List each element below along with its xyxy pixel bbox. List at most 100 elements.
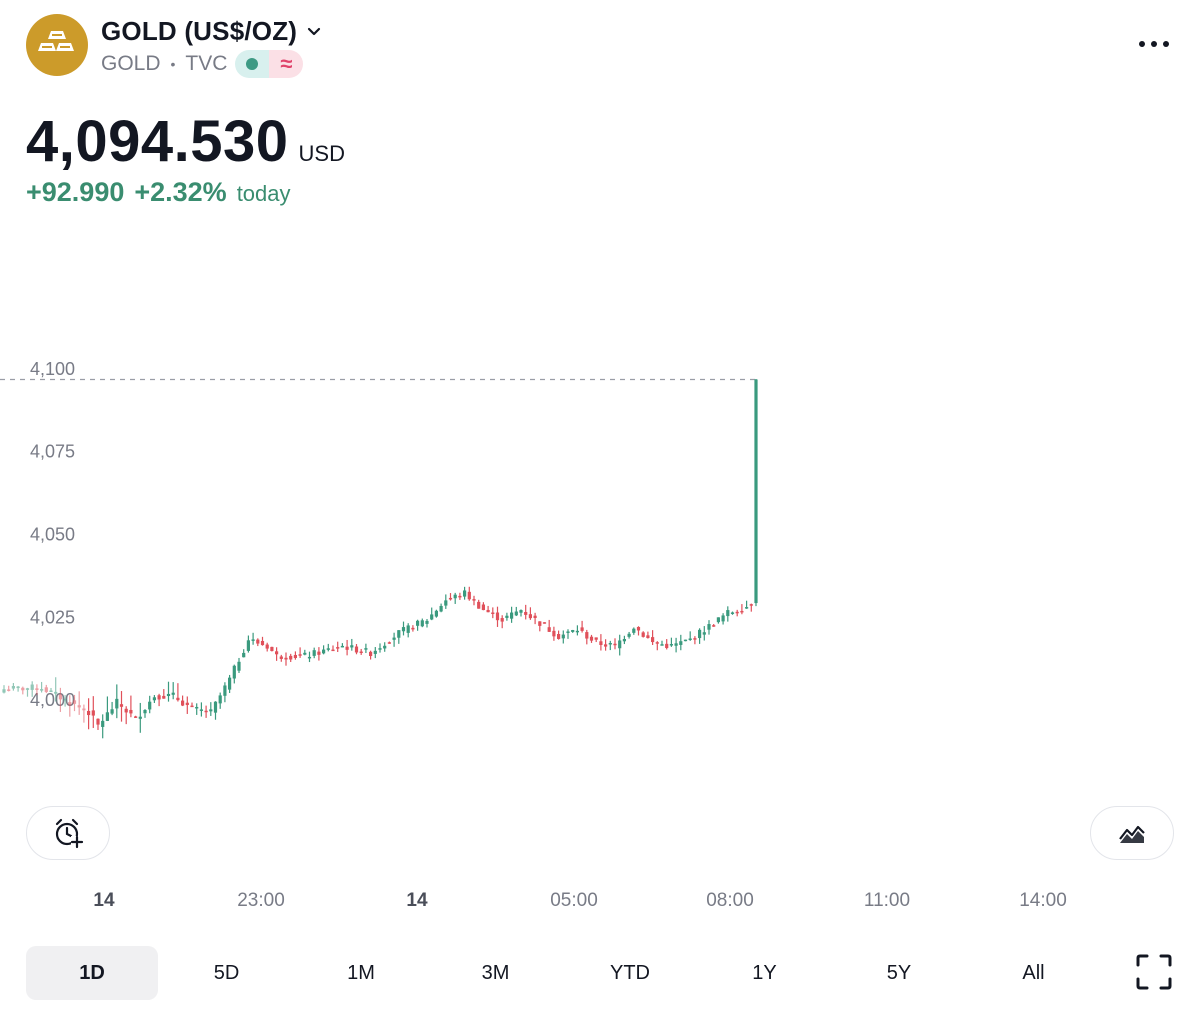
candle [604,639,608,651]
candle [185,696,189,714]
candle [293,651,297,660]
candle [181,695,185,707]
candle-body [16,686,20,689]
candle [557,630,561,640]
candle [618,634,622,656]
candle [2,685,6,694]
candle-body [166,693,171,697]
candle [359,648,363,655]
market-status-badge[interactable]: ≈ [235,50,304,78]
candle [35,684,39,695]
candle-body [735,611,739,614]
candle [406,623,410,638]
range-3m-button[interactable]: 3M [481,961,510,984]
candle-body [105,712,109,721]
candle-body [260,640,265,646]
candle [364,643,368,654]
candle [87,698,91,730]
candle [190,702,194,708]
candle [651,630,655,646]
candle [91,696,95,728]
candle [622,635,626,645]
candle-body [35,688,39,691]
candle-body [2,689,6,693]
candle-body [669,644,673,646]
candle-body [730,612,735,614]
candle [674,637,678,653]
candle-body [604,644,608,647]
candle [44,684,48,694]
change-absolute: +92.990 [26,177,125,207]
candle-body [11,686,15,689]
y-tick-label: 4,050 [30,525,75,545]
range-ytd-button[interactable]: YTD [610,961,650,984]
candle [336,641,340,653]
change-period: today [236,181,291,206]
x-tick-label: 23:00 [237,890,285,911]
candle-body [495,612,500,621]
candle [561,630,565,644]
candle [608,640,612,651]
chart-style-button[interactable] [1090,806,1174,860]
candle-body [82,708,86,711]
price-chart[interactable]: 4,100 4,075 4,050 4,025 4,000 [0,320,1200,770]
candle-body [213,701,218,713]
add-alert-button[interactable] [26,806,110,860]
candle-body [124,708,128,713]
range-1d-button[interactable]: 1D [26,946,158,1000]
candle-body [369,651,373,657]
candle-body [726,610,730,617]
candle [477,599,481,609]
candle [16,685,20,692]
more-dots-icon[interactable] [1136,32,1176,56]
candle [101,714,105,739]
candle [754,378,758,607]
candle [665,639,669,650]
candle [698,628,702,644]
candle-body [162,695,166,699]
candle-body [627,633,631,637]
candle-body [674,643,678,646]
gold-bars-icon [26,14,88,76]
candle [575,625,579,636]
range-all-button[interactable]: All [1022,961,1045,984]
candle-body [519,610,523,613]
candle [298,647,302,658]
symbol-title-dropdown[interactable]: GOLD (US$/OZ) [101,16,323,47]
range-1m-button[interactable]: 1M [347,961,375,984]
candle [458,592,462,600]
range-5y-button[interactable]: 5Y [886,961,912,984]
candle-body [491,612,495,615]
candle-body [265,644,269,649]
fullscreen-icon[interactable] [1134,952,1174,992]
candle [218,692,222,709]
candle-body [101,720,105,727]
candle-body [246,640,250,651]
candle-body [660,644,664,646]
candle [420,618,424,628]
candle-body [138,716,142,719]
candle [7,685,11,692]
candle [369,650,373,660]
candle [110,701,114,716]
candle-body [63,698,67,701]
candle [289,653,293,663]
candle [25,687,30,697]
candle-body [312,650,316,656]
candle-body [547,627,551,632]
candle-body [298,654,302,656]
candle [279,654,283,662]
candle [152,695,156,703]
candle [307,651,312,663]
candle [434,609,438,618]
candle-body [566,631,570,633]
candle-body [580,627,584,631]
candle [613,638,617,650]
range-5d-button[interactable]: 5D [213,961,240,984]
range-1y-button[interactable]: 1Y [752,961,777,984]
candle-body [185,702,189,706]
candle-body [505,615,509,618]
candle [63,695,67,707]
candle-body [345,646,349,650]
candle [749,603,753,612]
